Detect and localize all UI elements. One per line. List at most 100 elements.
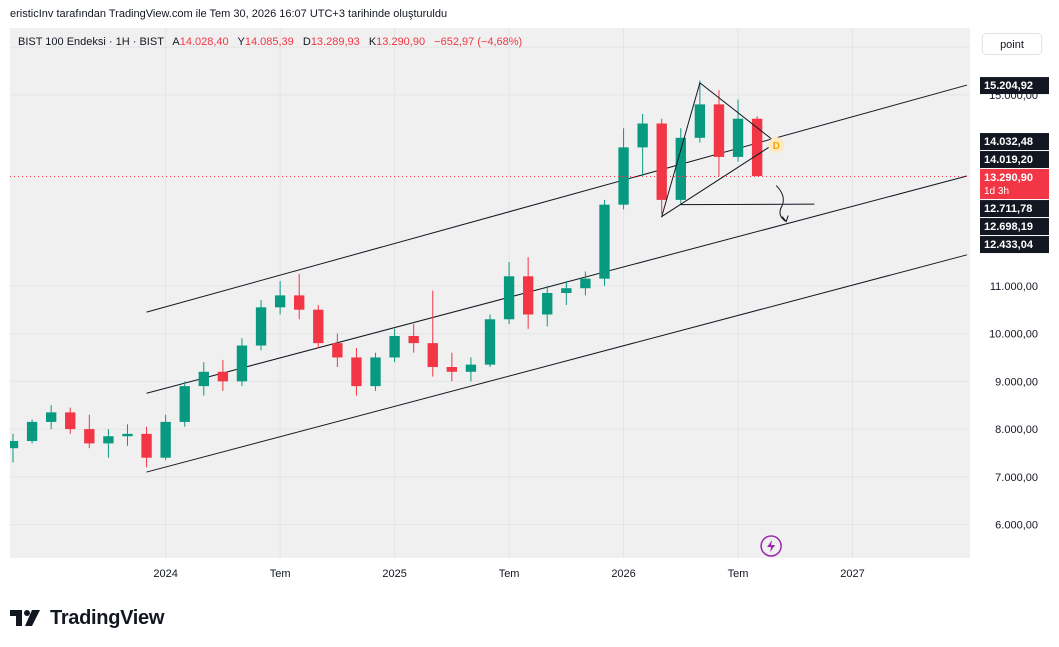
- time-axis-background: [10, 558, 970, 588]
- price-label: 15.204,92: [984, 80, 1033, 92]
- x-tick-label: 2027: [840, 568, 864, 580]
- candle-body: [103, 436, 114, 444]
- candle-body: [618, 147, 629, 205]
- candle-body: [656, 123, 667, 200]
- candle-body: [694, 104, 706, 138]
- candlestick-chart[interactable]: 16.000,0015.000,0011.000,0010.000,009.00…: [10, 28, 1049, 588]
- price-label-countdown: 1d 3h: [984, 186, 1009, 197]
- x-tick-label: 2025: [382, 568, 406, 580]
- brand-name: TradingView: [50, 606, 165, 629]
- candle-body: [446, 367, 458, 372]
- candle-body: [751, 118, 763, 177]
- x-tick-label: Tem: [499, 568, 520, 580]
- candle-body: [561, 288, 572, 293]
- plot-background: [10, 28, 970, 558]
- candle-body: [45, 412, 57, 422]
- attribution-text: eristicInv tarafından TradingView.com il…: [10, 8, 448, 20]
- channel-line-middle: [146, 175, 968, 394]
- price-label: 12.433,04: [984, 239, 1034, 251]
- candle-body: [332, 343, 343, 358]
- tradingview-logo-icon: [10, 610, 40, 626]
- legend-close-label: K: [368, 36, 377, 48]
- horizontal-support-line: [680, 203, 815, 206]
- price-label-box: [980, 236, 1049, 254]
- legend-high-label: Y: [237, 36, 245, 48]
- candle-body: [84, 429, 95, 444]
- legend-high-value: 14.085,39: [244, 36, 294, 48]
- candle-body: [313, 309, 324, 344]
- candle-body: [141, 433, 152, 458]
- channel-line-lower: [146, 254, 968, 473]
- price-label: 12.698,19: [984, 221, 1033, 233]
- x-tick-label: 2024: [153, 568, 177, 580]
- x-tick-label: Tem: [728, 568, 749, 580]
- price-label: 14.032,48: [984, 136, 1033, 148]
- lightning-icon-bolt: [767, 540, 776, 552]
- projection-arrow-head: [781, 215, 789, 223]
- price-label-box: [980, 218, 1049, 236]
- ohlc-legend: BIST 100 Endeksi · 1H · BIST A14.028,40 …: [18, 36, 522, 48]
- candle-body: [198, 371, 209, 387]
- candle-body: [427, 343, 438, 368]
- candle-body: [26, 421, 38, 442]
- legend-open-label: A: [172, 36, 180, 48]
- candle-body: [389, 335, 400, 358]
- y-tick-label: 11.000,00: [990, 281, 1038, 293]
- candle-body: [294, 295, 305, 310]
- price-label: 14.019,20: [984, 154, 1033, 166]
- candle-body: [351, 357, 362, 387]
- candle-body: [255, 307, 267, 346]
- chart-area[interactable]: 16.000,0015.000,0011.000,0010.000,009.00…: [10, 28, 1049, 588]
- x-tick-label: Tem: [270, 568, 291, 580]
- pattern-point-marker: [768, 136, 785, 153]
- candle-body: [408, 335, 419, 344]
- candle-body: [484, 319, 496, 365]
- candle-body: [713, 104, 725, 157]
- price-label-box: [980, 151, 1049, 169]
- y-tick-label: 10.000,00: [989, 329, 1038, 341]
- legend-symbol: BIST 100 Endeksi · 1H · BIST: [18, 36, 164, 48]
- candle-body: [542, 293, 553, 315]
- candle-body: [122, 433, 133, 437]
- candle-body: [370, 357, 381, 387]
- price-label-box: [980, 200, 1049, 218]
- candle-body: [522, 276, 534, 315]
- candle-body: [10, 441, 19, 449]
- price-label-box: [980, 77, 1049, 95]
- candle-body: [580, 278, 591, 289]
- candle-body: [179, 386, 190, 422]
- tradingview-logo[interactable]: TradingView: [10, 604, 164, 632]
- pattern-point-label: D: [773, 141, 780, 152]
- legend-change-value: −652,97 (−4,68%): [434, 36, 523, 48]
- candle-body: [599, 204, 610, 279]
- price-label-box: [980, 169, 1049, 200]
- channel-line-upper: [146, 84, 968, 313]
- legend-close-value: 13.290,90: [376, 36, 426, 48]
- candle-body: [675, 137, 686, 200]
- y-tick-label: 9.000,00: [995, 376, 1038, 388]
- candle-body: [217, 371, 229, 382]
- price-label: 12.711,78: [984, 203, 1032, 215]
- y-tick-label: 7.000,00: [995, 472, 1038, 484]
- candle-body: [236, 345, 248, 382]
- y-tick-label: 6.000,00: [995, 520, 1038, 532]
- price-label: 13.290,90: [984, 172, 1033, 184]
- legend-low-label: D: [302, 36, 311, 48]
- legend-low-value: 13.289,93: [310, 36, 360, 48]
- candle-body: [637, 123, 648, 148]
- lightning-icon: [760, 535, 782, 557]
- legend-open-value: 14.028,40: [179, 36, 229, 48]
- candle-body: [274, 295, 286, 308]
- x-tick-label: 2026: [611, 568, 635, 580]
- candle-body: [160, 421, 171, 458]
- candle-body: [65, 412, 76, 430]
- candle-body: [503, 276, 515, 320]
- price-label-box: [980, 133, 1049, 151]
- candle-body: [732, 118, 744, 157]
- unit-button[interactable]: point: [982, 33, 1042, 55]
- candle-body: [465, 364, 477, 372]
- triangle-pattern: [660, 82, 778, 218]
- y-tick-label: 8.000,00: [995, 424, 1038, 436]
- projection-arrow: [775, 185, 787, 222]
- price-axis-background: [970, 28, 1049, 588]
